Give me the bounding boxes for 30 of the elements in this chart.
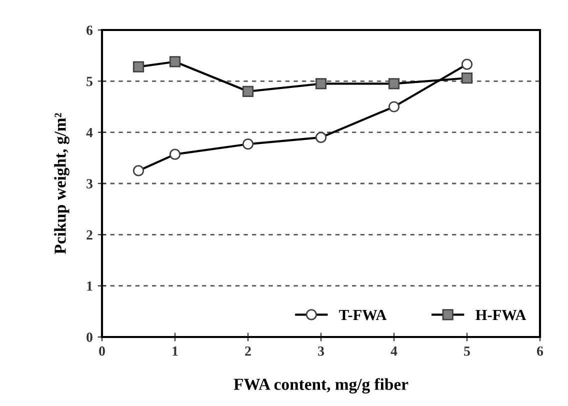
x-tick-label: 2: [245, 346, 251, 356]
point: [388, 78, 400, 90]
point: [388, 101, 400, 112]
y-tick-label: 6: [86, 26, 93, 35]
x-tick-label: 5: [464, 346, 470, 356]
x-axis-title: FWA content, mg/g fiber: [234, 378, 408, 394]
point: [132, 165, 144, 176]
point: [315, 78, 327, 90]
y-tick-label: 0: [86, 332, 92, 342]
y-tick-label: 2: [86, 230, 92, 240]
point: [315, 132, 327, 144]
point: [242, 86, 254, 97]
point: [169, 56, 181, 68]
x-tick-label: 6: [537, 346, 544, 356]
y-tick-label: 3: [86, 179, 92, 188]
legend-label: T-FWA: [339, 310, 387, 320]
point: [461, 58, 473, 70]
y-tick-label: 5: [86, 76, 92, 86]
y-tick-label: 4: [86, 128, 93, 138]
x-tick-label: 1: [172, 346, 178, 356]
point: [242, 138, 254, 150]
y-tick-label: 1: [87, 281, 92, 291]
x-tick-label: 4: [390, 346, 398, 356]
x-tick-label: 0: [99, 346, 105, 356]
point: [132, 61, 144, 72]
x-tick-label: 3: [318, 346, 324, 356]
y-axis-title: Pcikup weight, g/m²: [54, 113, 70, 254]
point: [461, 72, 473, 84]
legend-label: H-FWA: [476, 310, 526, 320]
point: [169, 148, 181, 160]
